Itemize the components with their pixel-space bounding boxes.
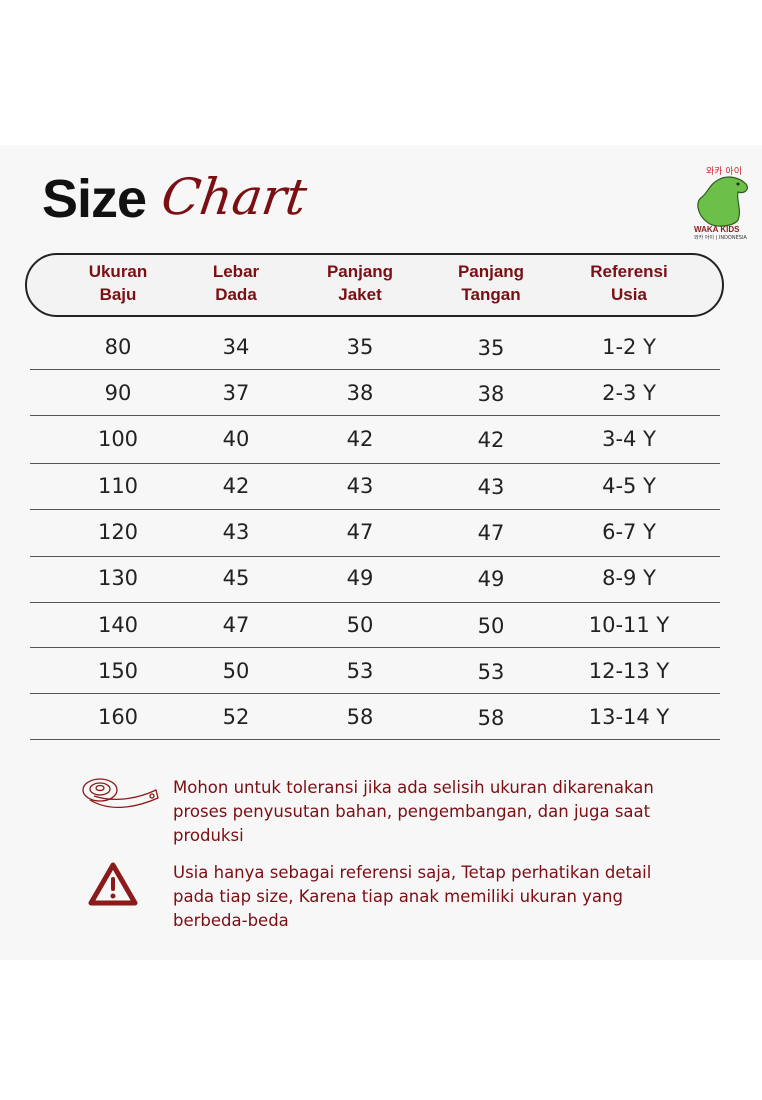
table-cell: 58 (346, 705, 374, 729)
table-cell: 130 (97, 566, 139, 590)
table-cell: 37 (222, 381, 250, 405)
table-cell: 38 (477, 382, 505, 406)
table-cell: 35 (477, 336, 505, 360)
table-cell: 34 (222, 335, 250, 359)
table-cell: 1-2 Y (602, 335, 656, 359)
table-cell: 52 (222, 705, 250, 729)
table-cell: 43 (346, 474, 374, 498)
table-cell: 100 (97, 427, 139, 451)
row-divider (30, 509, 720, 510)
table-cell: 53 (346, 659, 374, 683)
table-cell: 49 (346, 566, 374, 590)
table-cell: 38 (346, 381, 374, 405)
table-cell: 42 (222, 474, 250, 498)
row-divider (30, 463, 720, 464)
table-cell: 50 (346, 613, 374, 637)
row-divider (30, 415, 720, 416)
row-divider (30, 369, 720, 370)
table-header (25, 253, 724, 317)
row-divider (30, 647, 720, 648)
table-cell: 40 (222, 427, 250, 451)
column-header: Lebar Dada (212, 262, 260, 304)
waka-kids-logo: 와카 아이 WAKA KIDS 와카 아이 | INDONESIA (688, 162, 758, 241)
title-chart: Chart (157, 168, 311, 226)
column-header: Ukuran Baju (88, 262, 148, 304)
svg-text:와카 아이 | INDONESIA: 와카 아이 | INDONESIA (694, 234, 747, 240)
table-cell: 42 (477, 428, 505, 452)
note-tolerance: Mohon untuk toleransi jika ada selisih u… (173, 778, 654, 845)
table-cell: 120 (97, 520, 139, 544)
warning-icon (86, 860, 140, 910)
column-header: Panjang Jaket (326, 262, 394, 304)
table-cell: 47 (346, 520, 374, 544)
row-divider (30, 739, 720, 740)
table-cell: 47 (477, 521, 505, 545)
svg-text:와카 아이: 와카 아이 (706, 165, 742, 177)
table-cell: 140 (97, 613, 139, 637)
table-cell: 50 (222, 659, 250, 683)
table-cell: 90 (104, 381, 132, 405)
table-cell: 3-4 Y (602, 427, 656, 451)
table-cell: 42 (346, 427, 374, 451)
row-divider (30, 556, 720, 557)
table-cell: 45 (222, 566, 250, 590)
column-header: Referensi Usia (590, 262, 668, 304)
table-cell: 150 (97, 659, 139, 683)
table-cell: 53 (477, 660, 505, 684)
table-cell: 12-13 Y (588, 659, 670, 683)
measuring-tape-icon (80, 774, 160, 816)
table-cell: 80 (104, 335, 132, 359)
table-cell: 43 (477, 475, 505, 499)
note-age-reference: Usia hanya sebagai referensi saja, Tetap… (173, 863, 652, 930)
table-cell: 2-3 Y (602, 381, 656, 405)
row-divider (30, 602, 720, 603)
table-cell: 50 (477, 614, 505, 638)
table-cell: 110 (97, 474, 139, 498)
table-cell: 8-9 Y (602, 566, 656, 590)
table-cell: 13-14 Y (588, 705, 670, 729)
table-cell: 160 (97, 705, 139, 729)
title-size: Size (42, 169, 147, 229)
svg-text:WAKA KIDS: WAKA KIDS (694, 225, 740, 234)
table-cell: 6-7 Y (602, 520, 656, 544)
table-cell: 10-11 Y (588, 613, 670, 637)
table-cell: 43 (222, 520, 250, 544)
column-header: Panjang Tangan (457, 262, 525, 304)
table-cell: 49 (477, 567, 505, 591)
table-cell: 47 (222, 613, 250, 637)
row-divider (30, 693, 720, 694)
table-cell: 35 (346, 335, 374, 359)
table-cell: 4-5 Y (602, 474, 656, 498)
table-cell: 58 (477, 706, 505, 730)
